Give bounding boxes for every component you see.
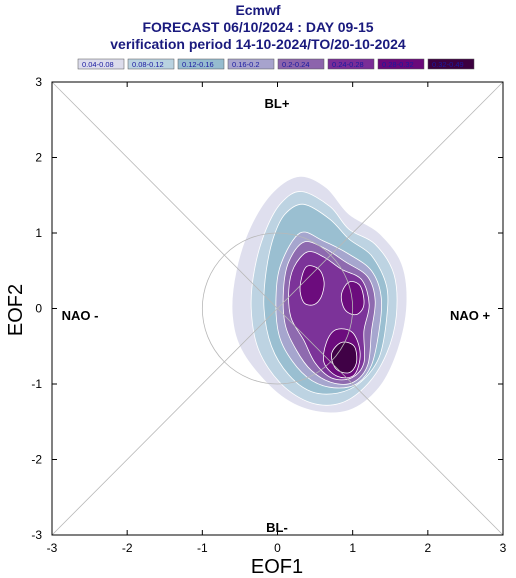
x-tick-label: 3: [500, 541, 507, 555]
legend-label: 0.28-0.32: [382, 60, 414, 69]
legend-label: 0.04-0.08: [82, 60, 114, 69]
chart-title: Ecmwf: [235, 2, 281, 18]
chart-subtitle-period: verification period 14-10-2024/TO/20-10-…: [110, 36, 406, 52]
density-legend: 0.04-0.08 0.08-0.12 0.12-0.16 0.16-0.2 0.2-0…: [77, 58, 475, 70]
y-tick-label: -1: [31, 377, 42, 391]
regime-label-top: BL+: [265, 96, 290, 111]
y-tick-label: 1: [35, 226, 42, 240]
unit-circle: [201, 232, 354, 385]
chart-titles: Ecmwf FORECAST 06/10/2024 : DAY 09-15 ve…: [0, 2, 516, 53]
legend-label: 0.08-0.12: [132, 60, 164, 69]
diagonal-line: [51, 81, 504, 536]
legend-label: 0.24-0.28: [332, 60, 364, 69]
x-axis-label: EOF1: [251, 556, 303, 578]
legend-swatch: [377, 58, 425, 70]
legend-swatch: [77, 58, 125, 70]
x-tick-label: 1: [349, 541, 356, 555]
y-tick-label: 3: [35, 75, 42, 89]
legend-label: 0.16-0.2: [232, 60, 260, 69]
legend-swatch: [427, 58, 475, 70]
plot-axes: -3 -2 -1 0 1 2 3 -3 -2 -1 0 1 2 3: [31, 75, 506, 555]
regime-label-left: NAO -: [62, 308, 99, 323]
x-tick-label: -3: [47, 541, 58, 555]
x-tick-label: 0: [274, 541, 281, 555]
chart-subtitle: FORECAST 06/10/2024 : DAY 09-15: [142, 19, 374, 35]
legend-label: 0.2-0.24: [282, 60, 310, 69]
y-tick-label: 0: [35, 302, 42, 316]
legend-swatch: [227, 58, 275, 70]
legend-swatch: [327, 58, 375, 70]
legend-label: 0.12-0.16: [182, 60, 214, 69]
density-contour-level-6: [299, 265, 325, 306]
y-tick-label: -2: [31, 453, 42, 467]
density-contour-level-7: [331, 341, 358, 374]
regime-label-bottom: BL-: [266, 520, 288, 535]
x-tick-label: -1: [197, 541, 208, 555]
x-tick-label: 2: [424, 541, 431, 555]
y-tick-label: 2: [35, 151, 42, 165]
density-contour-level-6: [340, 281, 365, 316]
density-contours: [231, 175, 408, 414]
legend-label: 0.32-0.49: [432, 60, 464, 69]
plot-overlay: [51, 81, 504, 536]
legend-swatch: [127, 58, 175, 70]
regime-label-right: NAO +: [450, 308, 491, 323]
y-tick-label: -3: [31, 528, 42, 542]
legend-swatch: [277, 58, 325, 70]
legend-swatch: [177, 58, 225, 70]
y-axis-label: EOF2: [5, 284, 27, 336]
x-tick-label: -2: [122, 541, 133, 555]
